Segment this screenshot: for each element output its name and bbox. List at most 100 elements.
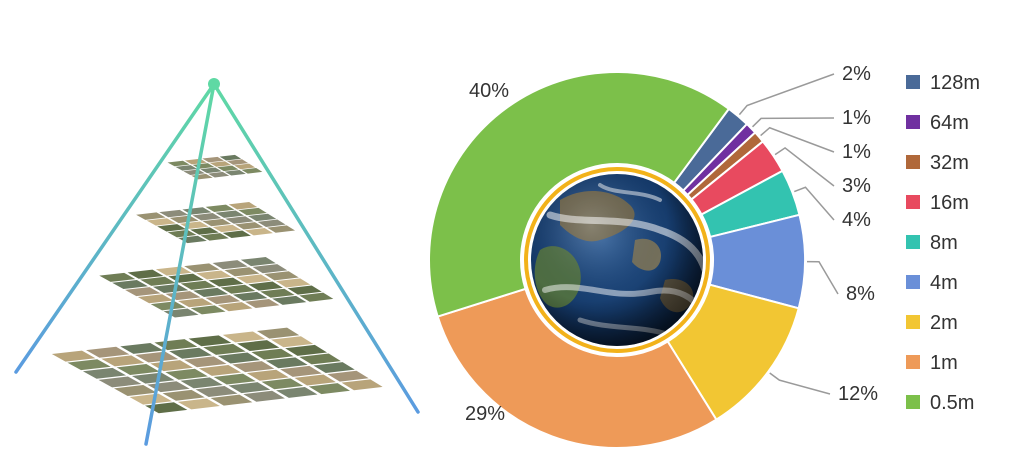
satellite-tile xyxy=(341,379,383,391)
satellite-tile xyxy=(188,335,232,347)
satellite-tile xyxy=(251,348,294,360)
satellite-tile xyxy=(127,269,164,279)
data-label: 12% xyxy=(838,383,878,405)
donut-slice-1m xyxy=(436,287,718,449)
legend-swatch xyxy=(906,275,920,289)
legend-swatch xyxy=(906,155,920,169)
satellite-tile xyxy=(136,212,166,220)
legend-label: 8m xyxy=(930,232,958,254)
satellite-tile xyxy=(168,273,204,283)
satellite-tile xyxy=(180,280,216,290)
satellite-tile xyxy=(157,224,187,232)
satellite-tile xyxy=(248,281,283,291)
legend-item-0.5m: 0.5m xyxy=(906,392,974,414)
satellite-tile xyxy=(135,351,179,363)
pyramid-level xyxy=(167,154,263,180)
donut-slice-0.5m xyxy=(428,71,731,318)
satellite-tile xyxy=(147,381,190,393)
satellite-tile xyxy=(200,233,229,241)
legend-label: 32m xyxy=(930,152,969,174)
satellite-tile xyxy=(238,207,267,216)
satellite-tile xyxy=(150,301,186,311)
satellite-tile xyxy=(272,295,307,305)
satellite-tile xyxy=(215,210,245,218)
legend-item-32m: 32m xyxy=(906,152,969,174)
satellite-tile xyxy=(217,165,239,172)
legend-label: 0.5m xyxy=(930,392,974,414)
leader-line xyxy=(760,126,835,153)
satellite-tile xyxy=(224,169,246,176)
image-pyramid-illustration xyxy=(14,78,420,446)
satellite-tile xyxy=(246,369,289,381)
satellite-tile xyxy=(225,216,254,224)
legend-item-2m: 2m xyxy=(906,312,958,334)
satellite-tile xyxy=(260,288,295,298)
satellite-tile xyxy=(271,336,314,348)
leader-line xyxy=(806,260,839,295)
satellite-tile xyxy=(131,372,175,384)
satellite-tile xyxy=(203,343,246,355)
legend-swatch xyxy=(906,75,920,89)
satellite-tile xyxy=(285,344,328,356)
data-label: 40% xyxy=(469,80,509,102)
satellite-tile xyxy=(175,165,198,171)
satellite-tile xyxy=(245,298,280,309)
satellite-tile xyxy=(200,167,222,174)
satellite-tile xyxy=(179,221,209,229)
legend-item-1m: 1m xyxy=(906,352,958,374)
satellite-tile xyxy=(205,204,235,213)
satellite-tile xyxy=(169,347,212,359)
satellite-tile xyxy=(196,270,232,280)
legend-item-16m: 16m xyxy=(906,192,969,214)
satellite-tile xyxy=(240,257,276,267)
satellite-tile xyxy=(99,272,136,282)
legend-swatch xyxy=(906,115,920,129)
satellite-tile xyxy=(159,209,189,218)
satellite-tile xyxy=(299,353,341,365)
satellite-tile xyxy=(195,386,238,397)
satellite-tile xyxy=(198,364,242,376)
satellite-tile xyxy=(169,215,199,224)
satellite-tile xyxy=(165,291,201,301)
satellite-tile xyxy=(145,402,188,414)
legend-swatch xyxy=(906,395,920,409)
satellite-tile xyxy=(261,378,304,390)
satellite-tile xyxy=(193,287,229,297)
pyramid-edge xyxy=(212,82,420,414)
legend-item-64m: 64m xyxy=(906,112,969,134)
satellite-tile xyxy=(237,340,280,352)
leader-line xyxy=(738,73,835,116)
satellite-tile xyxy=(205,295,241,305)
satellite-tile xyxy=(192,213,222,221)
satellite-tile xyxy=(212,260,248,270)
satellite-tile xyxy=(180,377,223,389)
satellite-tile xyxy=(265,357,308,369)
legend-swatch xyxy=(906,315,920,329)
satellite-tile xyxy=(167,160,190,167)
legend-label: 2m xyxy=(930,312,958,334)
satellite-tile xyxy=(208,277,244,287)
satellite-tile xyxy=(178,298,214,308)
data-label: 4% xyxy=(842,209,871,231)
pyramid-apex xyxy=(208,78,220,90)
legend-swatch xyxy=(906,195,920,209)
satellite-tile xyxy=(222,230,251,238)
satellite-tile xyxy=(184,356,227,368)
satellite-tile xyxy=(308,383,351,395)
legend-swatch xyxy=(906,235,920,249)
satellite-tile xyxy=(257,219,286,227)
satellite-tile xyxy=(120,342,164,354)
pyramid-edge xyxy=(144,82,216,446)
leader-line xyxy=(793,186,835,221)
satellite-tile xyxy=(243,390,285,402)
satellite-tile xyxy=(234,163,256,170)
satellite-tile xyxy=(213,373,256,385)
satellite-tile xyxy=(154,339,198,351)
legend-label: 16m xyxy=(930,192,969,214)
satellite-tile xyxy=(113,385,157,396)
legend-swatch xyxy=(906,355,920,369)
satellite-tile xyxy=(202,156,224,163)
satellite-tile xyxy=(82,367,127,379)
satellite-tile xyxy=(235,222,264,230)
